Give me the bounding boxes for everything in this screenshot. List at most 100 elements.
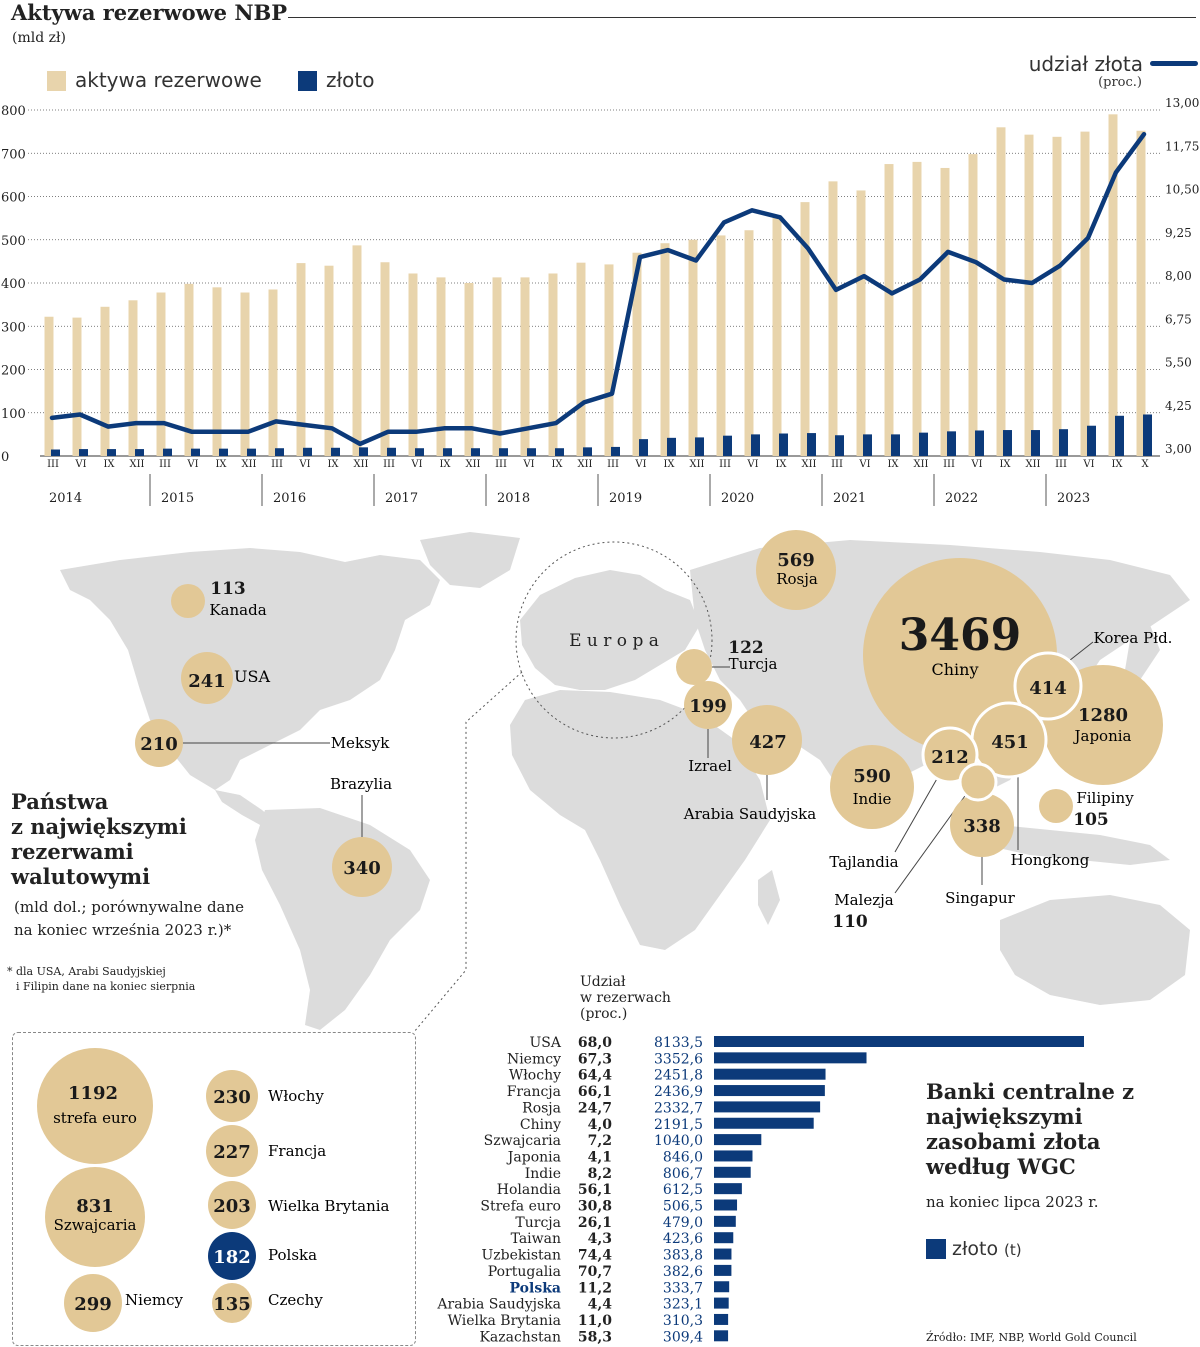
gold-bar	[359, 447, 368, 456]
gold-tonnes-bar	[714, 1199, 738, 1211]
gold-bar	[863, 434, 872, 456]
share-header-line: (proc.)	[580, 1006, 628, 1022]
year-label: 2021	[833, 491, 866, 506]
reserve-bar	[1080, 131, 1090, 456]
strefa-euro-name: strefa euro	[53, 1109, 137, 1127]
reserve-bar	[156, 292, 166, 456]
reserve-bar	[940, 167, 950, 456]
x-tick: III	[943, 459, 955, 470]
reserve-bar	[72, 317, 82, 456]
x-tick: XII	[689, 459, 704, 470]
turcja-value: 122	[728, 638, 764, 658]
gold-chart-subtitle: na koniec lipca 2023 r.	[926, 1193, 1099, 1211]
year-label: 2016	[273, 491, 306, 506]
year-label: 2020	[721, 491, 754, 506]
gold-country: USA	[530, 1035, 562, 1051]
reserve-bar	[268, 289, 278, 456]
gold-share: 4,3	[588, 1231, 612, 1247]
bubble-filipiny	[1039, 789, 1073, 823]
reserve-bar	[212, 287, 222, 456]
gold-bar	[415, 448, 424, 456]
filipiny-value: 105	[1073, 810, 1109, 830]
y-right-tick: 9,25	[1165, 226, 1192, 240]
gold-tonnes: 2191,5	[654, 1117, 703, 1133]
reserve-bar	[436, 277, 446, 456]
y-right-tick: 10,50	[1165, 183, 1199, 197]
gold-tonnes-bar	[714, 1313, 729, 1325]
gold-country: Szwajcaria	[484, 1133, 561, 1149]
gold-share: 30,8	[578, 1199, 612, 1215]
greenland-land	[420, 532, 520, 588]
gold-bar	[331, 447, 340, 456]
reserve-bar	[100, 306, 110, 456]
gold-share: 24,7	[578, 1100, 612, 1116]
x-tick: XII	[1025, 459, 1040, 470]
x-tick: III	[47, 459, 59, 470]
bubble-korea	[1013, 651, 1083, 721]
gold-share: 67,3	[578, 1051, 612, 1067]
gold-bar	[779, 433, 788, 456]
bubble-indie	[830, 745, 914, 829]
bubble-wlochy	[206, 1070, 258, 1122]
gold-bar	[919, 432, 928, 456]
x-tick: XII	[801, 459, 816, 470]
gold-bar	[807, 433, 816, 456]
gold-bar	[303, 447, 312, 456]
x-tick: IX	[327, 459, 339, 470]
legend-share-label: udział złota	[1028, 52, 1143, 76]
reserve-bar	[828, 181, 838, 457]
reserve-bar	[968, 154, 978, 457]
x-tick: XII	[129, 459, 144, 470]
gold-bar	[51, 449, 60, 456]
indie-value: 590	[853, 766, 891, 787]
x-tick: IX	[775, 459, 787, 470]
reserve-bar	[800, 202, 810, 456]
reserve-bar	[856, 190, 866, 456]
x-tick: XII	[577, 459, 592, 470]
malezja-name: Malezja	[834, 891, 894, 909]
singapur-name: Singapur	[945, 889, 1016, 907]
gold-bar	[471, 448, 480, 456]
gold-country: Polska	[510, 1280, 561, 1296]
gold-bar	[387, 447, 396, 456]
x-tick: III	[831, 459, 843, 470]
map-labels: 113 Kanada 241 USA 210 Meksyk Brazylia 3…	[140, 550, 1172, 932]
x-tick: III	[607, 459, 619, 470]
legend-reserves-swatch	[47, 71, 66, 91]
bubble-kanada	[171, 584, 205, 618]
gold-tonnes-bar	[714, 1085, 825, 1097]
gold-share: 66,1	[578, 1084, 612, 1100]
gold-share: 64,4	[578, 1068, 612, 1084]
reserve-bar	[408, 273, 418, 456]
x-tick: IX	[551, 459, 563, 470]
gold-bar	[499, 448, 508, 456]
x-tick: III	[383, 459, 395, 470]
y-left-tick: 700	[1, 147, 26, 162]
bubble-rosja	[756, 530, 836, 610]
reserve-bar	[884, 164, 894, 456]
x-tick: VI	[298, 459, 310, 470]
source-note: Źródło: IMF, NBP, World Gold Council	[926, 1331, 1137, 1344]
polska-value: 182	[213, 1247, 251, 1268]
gold-legend-label: złoto	[952, 1238, 999, 1260]
leader-lines	[180, 641, 1094, 894]
kanada-value: 113	[210, 579, 246, 599]
reserve-bar	[604, 264, 614, 456]
chiny-value: 3469	[899, 610, 1021, 661]
gold-country: Arabia Saudyjska	[436, 1297, 561, 1313]
y-axis-right: 3,00 4,25 5,50 6,75 8,00 9,25 10,50 11,75 13,00	[1165, 96, 1199, 456]
gold-bar	[219, 448, 228, 456]
reserve-bar	[632, 252, 642, 456]
reserve-bar	[324, 265, 334, 456]
gold-tonnes: 382,6	[663, 1264, 703, 1280]
reserve-bar	[492, 277, 502, 456]
gold-tonnes-bar	[714, 1232, 734, 1244]
world-map: E u r o p a 113 Kanada 241	[60, 530, 1190, 1033]
y-right-tick: 3,00	[1165, 442, 1192, 456]
australia-land	[1000, 895, 1190, 1005]
japonia-name: Japonia	[1073, 727, 1132, 745]
x-tick: X	[1141, 459, 1149, 470]
map-subtitle-line: na koniec września 2023 r.)*	[14, 921, 232, 939]
bubble-czechy	[212, 1283, 252, 1323]
reserve-bar	[352, 245, 362, 456]
